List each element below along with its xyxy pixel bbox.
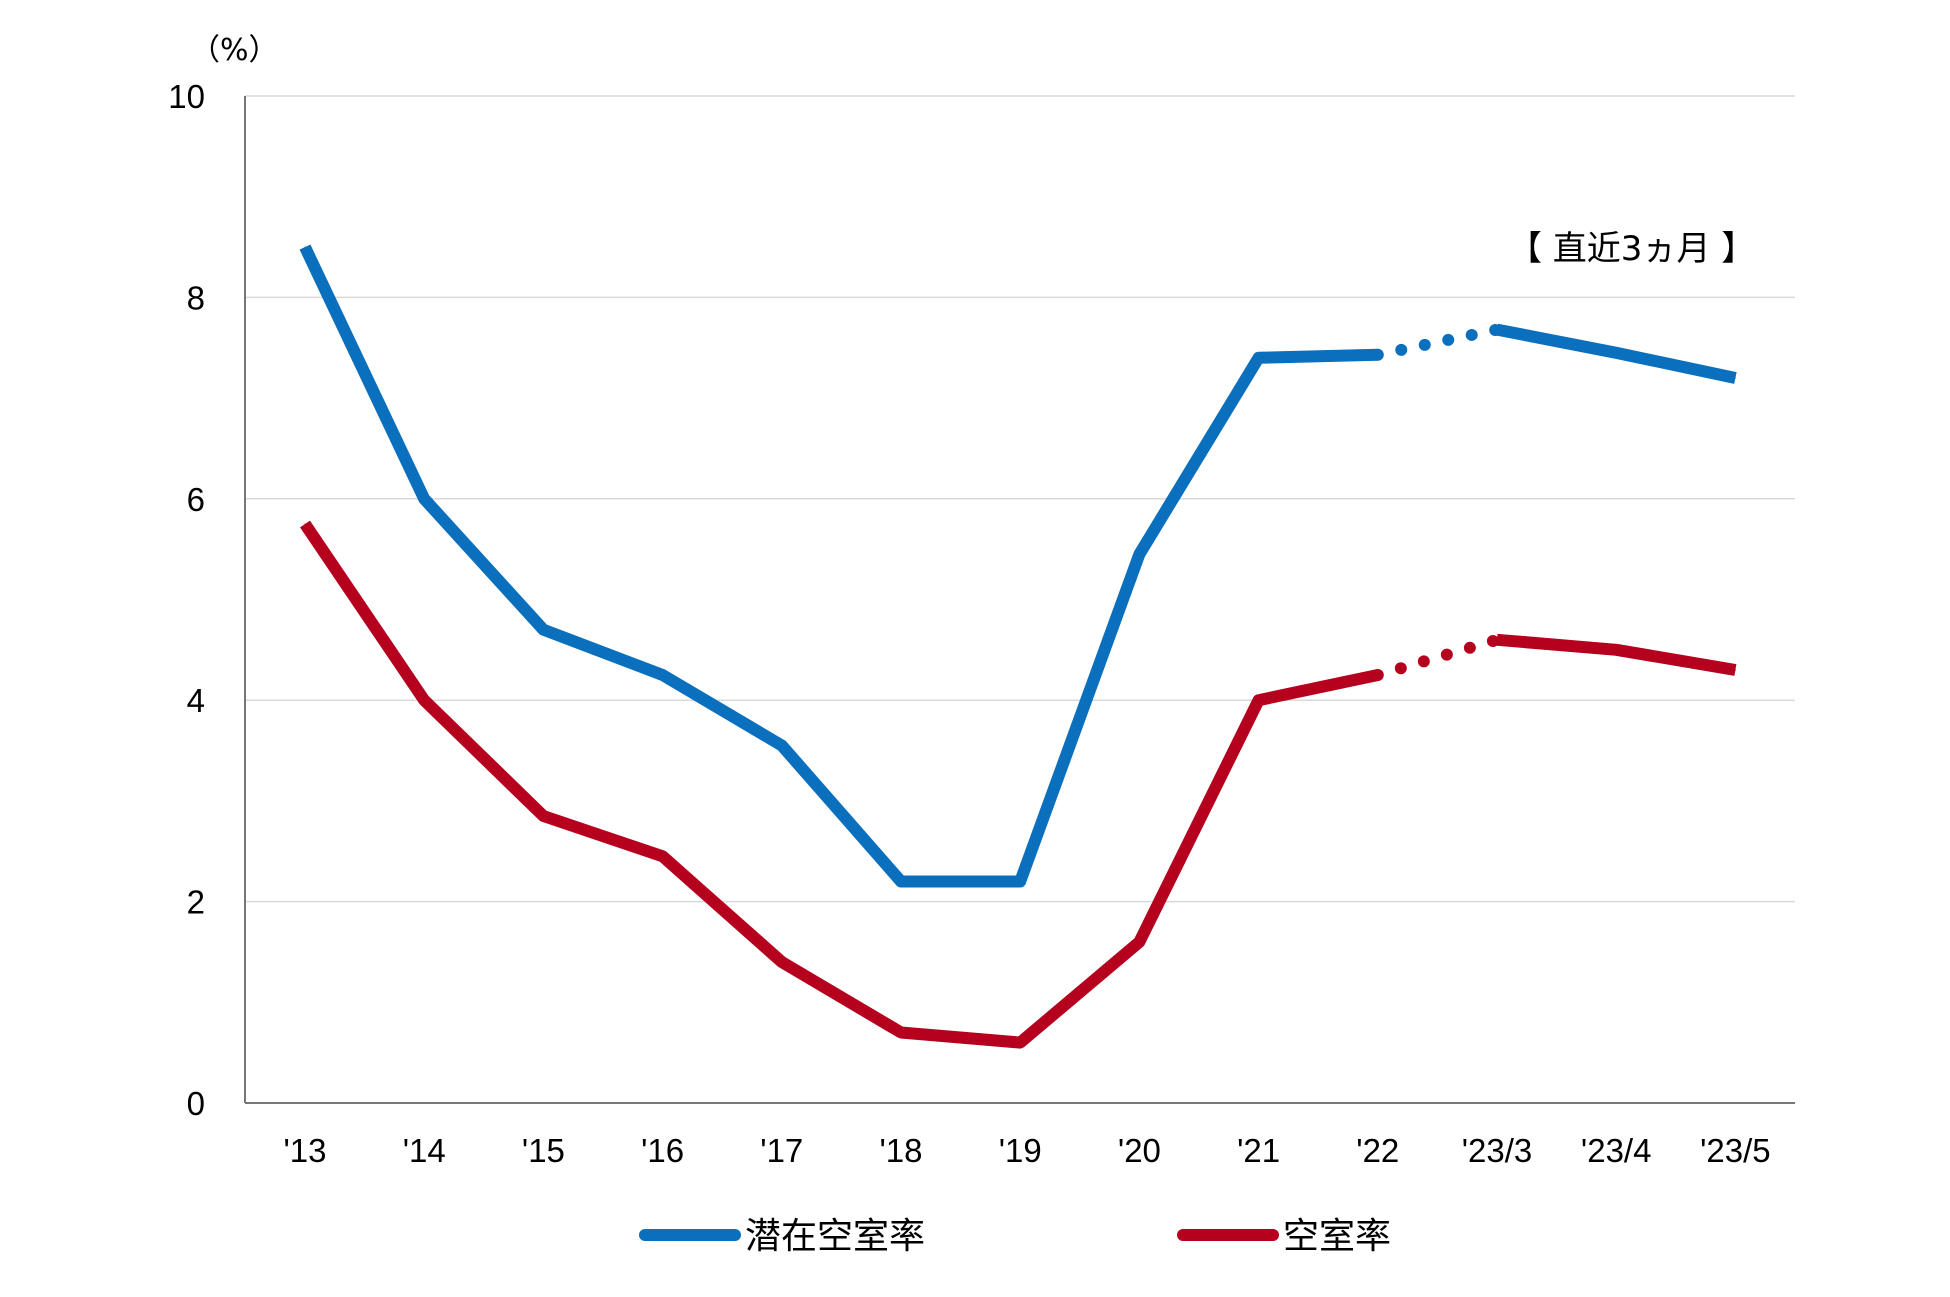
data-point: [1377, 354, 1379, 356]
legend-item-1: 空室率: [1177, 1216, 1391, 1257]
data-point: [1258, 699, 1260, 701]
x-tick-labels: '13 '14 '15 '16 '17 '18 '19 '20 '21 '22 '23/3 '23/4…: [283, 1132, 1770, 1169]
data-point: [1377, 674, 1379, 676]
x-tick-label: '18: [879, 1132, 922, 1169]
data-point: [423, 498, 425, 500]
legend-label: 潜在空室率: [745, 1216, 925, 1257]
series-line-recent: [1495, 323, 1737, 384]
x-tick-label: '17: [760, 1132, 803, 1169]
data-point: [1258, 357, 1260, 359]
series-line-recent: [1496, 633, 1737, 676]
legend: 潜在空室率 空室率: [639, 1216, 1391, 1257]
series-line-solid: [299, 244, 1378, 888]
series-line-dotted: [1371, 633, 1503, 681]
legend-item-0: 潜在空室率: [639, 1216, 925, 1257]
x-tick-label: '23/4: [1581, 1132, 1652, 1169]
data-point: [900, 880, 902, 882]
data-point: [304, 523, 306, 525]
x-tick-label: '13: [283, 1132, 326, 1169]
x-tick-label: '15: [522, 1132, 565, 1169]
gridlines: [245, 95, 1795, 903]
data-point: [1734, 669, 1736, 671]
series-line-dotted: [1371, 323, 1503, 361]
series-0: [299, 244, 1737, 888]
series-line-solid: [300, 520, 1380, 1049]
data-point: [423, 699, 425, 701]
x-tick-label: '19: [999, 1132, 1042, 1169]
data-point: [781, 961, 783, 963]
data-point: [781, 745, 783, 747]
data-point: [900, 1032, 902, 1034]
data-point: [542, 629, 544, 631]
data-point: [1615, 352, 1617, 354]
recent-three-months-annotation: 【 直近3ヵ月 】: [1508, 229, 1755, 269]
data-point: [1019, 1042, 1021, 1044]
data-point: [542, 815, 544, 817]
x-tick-label: '20: [1118, 1132, 1161, 1169]
data-point: [1138, 553, 1140, 555]
x-tick-label: '14: [403, 1132, 446, 1169]
x-tick-label: '22: [1356, 1132, 1399, 1169]
y-tick-label: 6: [187, 481, 205, 518]
data-point: [1496, 329, 1498, 331]
data-point: [1734, 377, 1736, 379]
legend-label: 空室率: [1283, 1216, 1391, 1257]
data-point: [304, 246, 306, 248]
data-point: [662, 855, 664, 857]
x-tick-label: '21: [1237, 1132, 1280, 1169]
series-lines: [299, 244, 1737, 1049]
y-tick-label: 8: [187, 279, 205, 316]
x-tick-label: '23/3: [1462, 1132, 1533, 1169]
y-tick-label: 10: [168, 78, 205, 115]
y-tick-label: 4: [187, 682, 205, 719]
data-point: [1019, 880, 1021, 882]
y-tick-label: 0: [187, 1085, 205, 1122]
data-point: [1615, 649, 1617, 651]
y-tick-labels: 0 2 4 6 8 10: [168, 78, 205, 1122]
x-tick-label: '23/5: [1700, 1132, 1771, 1169]
series-1: [300, 520, 1737, 1049]
y-axis-unit-label: （%）: [190, 33, 279, 68]
y-tick-label: 2: [187, 884, 205, 921]
data-point: [1138, 941, 1140, 943]
x-tick-label: '16: [641, 1132, 684, 1169]
data-point: [1496, 639, 1498, 641]
data-point: [662, 674, 664, 676]
